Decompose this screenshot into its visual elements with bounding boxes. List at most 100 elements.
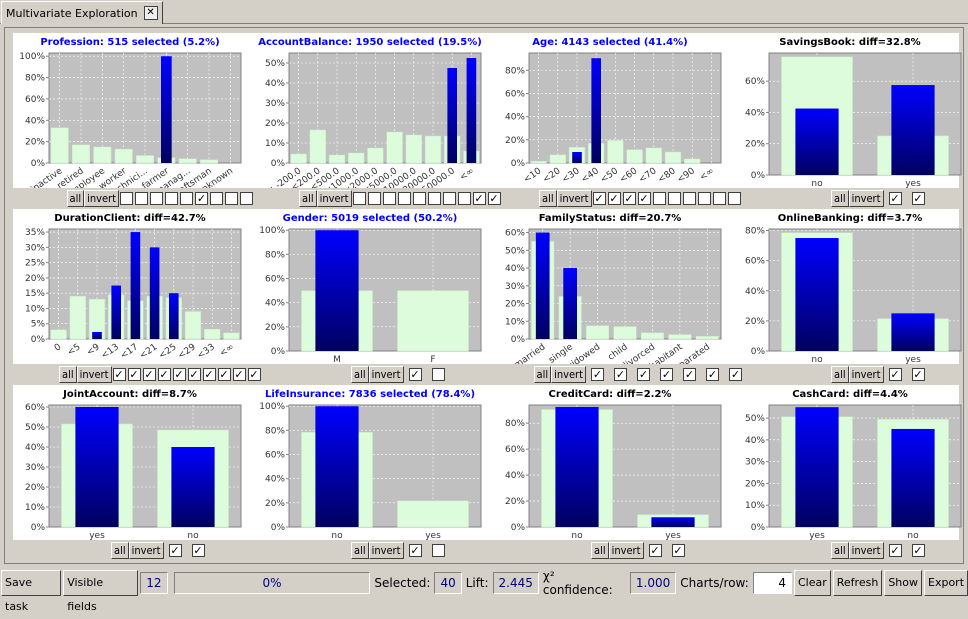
category-checkbox[interactable]: ✓: [888, 543, 902, 557]
category-checkbox[interactable]: ✓: [157, 367, 171, 381]
select-all-button[interactable]: all: [831, 541, 849, 559]
category-checkbox[interactable]: [712, 191, 726, 205]
invert-button[interactable]: invert: [128, 541, 164, 559]
category-checkbox[interactable]: ✓: [637, 367, 650, 381]
category-checkbox[interactable]: [240, 191, 253, 205]
category-checkbox[interactable]: ✓: [472, 191, 486, 205]
chart-title[interactable]: AccountBalance: 1950 selected (19.5%): [258, 37, 482, 48]
category-checkbox[interactable]: ✓: [660, 367, 673, 381]
category-checkbox[interactable]: ✓: [607, 191, 621, 205]
refresh-button[interactable]: Refresh: [832, 570, 883, 596]
category-checkbox[interactable]: [120, 191, 133, 205]
chart-title[interactable]: FamilyStatus: diff=20.7%: [539, 213, 682, 224]
select-all-button[interactable]: all: [59, 365, 77, 383]
category-checkbox[interactable]: ✓: [408, 367, 422, 381]
select-all-button[interactable]: all: [351, 365, 369, 383]
invert-button[interactable]: invert: [76, 365, 112, 383]
category-checkbox[interactable]: ✓: [172, 367, 186, 381]
chart-title[interactable]: LifeInsurance: 7836 selected (78.4%): [265, 389, 475, 400]
save-task-button[interactable]: Save task: [1, 570, 62, 613]
chart-title[interactable]: OnlineBanking: diff=3.7%: [778, 213, 923, 224]
category-checkbox[interactable]: ✓: [622, 191, 636, 205]
invert-button[interactable]: invert: [556, 189, 592, 207]
chart-title[interactable]: JointAccount: diff=8.7%: [62, 389, 197, 400]
category-checkbox[interactable]: [682, 191, 696, 205]
category-checkbox[interactable]: ✓: [683, 367, 696, 381]
category-checkbox[interactable]: ✓: [142, 367, 156, 381]
chart-title[interactable]: Age: 4143 selected (41.4%): [532, 37, 687, 48]
category-checkbox[interactable]: ✓: [217, 367, 231, 381]
invert-button[interactable]: invert: [551, 365, 586, 383]
visible-fields-button[interactable]: Visible fields: [63, 570, 139, 613]
category-checkbox[interactable]: ✓: [706, 367, 719, 381]
category-checkbox[interactable]: [135, 191, 148, 205]
export-button[interactable]: Export: [924, 570, 968, 596]
select-all-button[interactable]: all: [111, 541, 129, 559]
invert-button[interactable]: invert: [848, 541, 884, 559]
category-checkbox[interactable]: [382, 191, 396, 205]
chart-title[interactable]: SavingsBook: diff=32.8%: [779, 37, 920, 48]
category-checkbox[interactable]: ✓: [202, 367, 216, 381]
category-checkbox[interactable]: ✓: [591, 367, 604, 381]
category-checkbox[interactable]: ✓: [637, 191, 651, 205]
category-checkbox[interactable]: [427, 191, 441, 205]
category-checkbox[interactable]: [652, 191, 666, 205]
invert-button[interactable]: invert: [316, 189, 352, 207]
category-checkbox[interactable]: ✓: [112, 367, 126, 381]
invert-button[interactable]: invert: [368, 365, 404, 383]
category-checkbox[interactable]: ✓: [191, 543, 205, 557]
category-checkbox[interactable]: [457, 191, 471, 205]
charts-per-row-input[interactable]: 4: [752, 572, 792, 594]
category-checkbox[interactable]: [431, 367, 445, 381]
invert-button[interactable]: invert: [848, 189, 884, 207]
invert-button[interactable]: invert: [84, 189, 119, 207]
select-all-button[interactable]: all: [533, 365, 552, 383]
category-checkbox[interactable]: [412, 191, 426, 205]
category-checkbox[interactable]: [727, 191, 741, 205]
chart-title[interactable]: Gender: 5019 selected (50.2%): [283, 213, 458, 224]
category-checkbox[interactable]: [697, 191, 711, 205]
category-checkbox[interactable]: ✓: [911, 543, 925, 557]
select-all-button[interactable]: all: [299, 189, 317, 207]
chart-title[interactable]: CashCard: diff=4.4%: [792, 389, 908, 400]
category-checkbox[interactable]: ✓: [187, 367, 201, 381]
select-all-button[interactable]: all: [831, 189, 849, 207]
chart-title[interactable]: CreditCard: diff=2.2%: [549, 389, 672, 400]
category-checkbox[interactable]: ✓: [247, 367, 261, 381]
category-checkbox[interactable]: ✓: [888, 367, 902, 381]
category-checkbox[interactable]: [367, 191, 381, 205]
category-checkbox[interactable]: ✓: [487, 191, 501, 205]
chart-title[interactable]: DurationClient: diff=42.7%: [54, 213, 205, 224]
show-button[interactable]: Show: [884, 570, 922, 596]
select-all-button[interactable]: all: [831, 365, 849, 383]
plot-area[interactable]: [528, 52, 722, 164]
category-checkbox[interactable]: [150, 191, 163, 205]
category-checkbox[interactable]: ✓: [195, 191, 208, 205]
category-checkbox[interactable]: [667, 191, 681, 205]
select-all-button[interactable]: all: [66, 189, 85, 207]
invert-button[interactable]: invert: [848, 365, 884, 383]
select-all-button[interactable]: all: [591, 541, 609, 559]
category-checkbox[interactable]: [180, 191, 193, 205]
category-checkbox[interactable]: [397, 191, 411, 205]
select-all-button[interactable]: all: [539, 189, 557, 207]
category-checkbox[interactable]: ✓: [168, 543, 182, 557]
category-checkbox[interactable]: ✓: [911, 367, 925, 381]
category-checkbox[interactable]: ✓: [671, 543, 685, 557]
category-checkbox[interactable]: [352, 191, 366, 205]
category-checkbox[interactable]: ✓: [408, 543, 422, 557]
chart-title[interactable]: Profession: 515 selected (5.2%): [40, 37, 219, 48]
category-checkbox[interactable]: ✓: [127, 367, 141, 381]
invert-button[interactable]: invert: [608, 541, 644, 559]
category-checkbox[interactable]: [225, 191, 238, 205]
category-checkbox[interactable]: ✓: [911, 191, 925, 205]
clear-button[interactable]: Clear: [793, 570, 831, 596]
category-checkbox[interactable]: [431, 543, 445, 557]
close-icon[interactable]: ✕: [143, 6, 158, 20]
category-checkbox[interactable]: [165, 191, 178, 205]
category-checkbox[interactable]: ✓: [729, 367, 742, 381]
category-checkbox[interactable]: [442, 191, 456, 205]
category-checkbox[interactable]: ✓: [648, 543, 662, 557]
category-checkbox[interactable]: ✓: [888, 191, 902, 205]
category-checkbox[interactable]: ✓: [614, 367, 627, 381]
